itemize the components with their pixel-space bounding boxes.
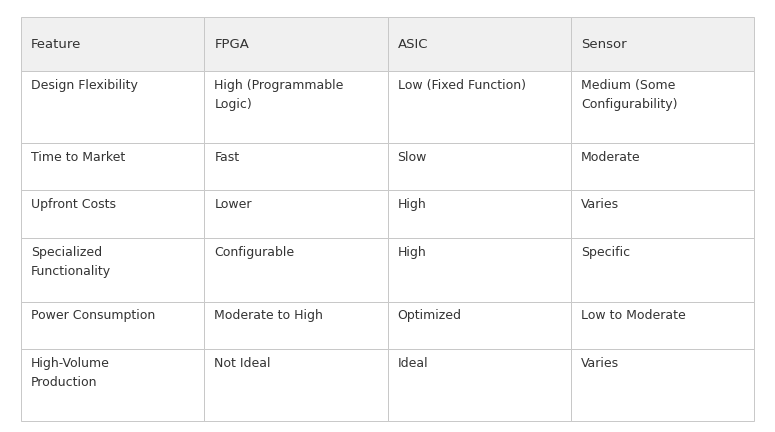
Text: High: High — [398, 198, 426, 211]
Text: Fast: Fast — [214, 151, 239, 164]
Text: Time to Market: Time to Market — [31, 151, 126, 164]
Text: High: High — [398, 245, 426, 259]
Text: Moderate to High: Moderate to High — [214, 309, 323, 322]
Text: Feature: Feature — [31, 38, 81, 51]
Bar — [21, 17, 205, 71]
Bar — [570, 238, 754, 302]
Text: Lower: Lower — [214, 198, 252, 211]
Bar — [388, 17, 570, 71]
Bar — [570, 71, 754, 143]
Text: Varies: Varies — [581, 357, 619, 370]
Bar — [570, 143, 754, 191]
Bar — [388, 71, 570, 143]
Text: Medium (Some
Configurability): Medium (Some Configurability) — [581, 79, 677, 111]
Text: Low (Fixed Function): Low (Fixed Function) — [398, 79, 525, 92]
Text: Varies: Varies — [581, 198, 619, 211]
Bar — [388, 238, 570, 302]
Bar — [21, 238, 205, 302]
Bar — [205, 143, 388, 191]
Bar — [388, 191, 570, 238]
Text: Slow: Slow — [398, 151, 427, 164]
Text: Configurable: Configurable — [214, 245, 294, 259]
Bar — [21, 349, 205, 421]
Text: FPGA: FPGA — [214, 38, 250, 51]
Bar — [570, 17, 754, 71]
Text: High (Programmable
Logic): High (Programmable Logic) — [214, 79, 343, 111]
Text: Specific: Specific — [581, 245, 630, 259]
Text: Ideal: Ideal — [398, 357, 429, 370]
Bar — [388, 143, 570, 191]
Bar — [205, 71, 388, 143]
Text: Optimized: Optimized — [398, 309, 462, 322]
Text: Low to Moderate: Low to Moderate — [581, 309, 686, 322]
Text: ASIC: ASIC — [398, 38, 428, 51]
Text: Specialized
Functionality: Specialized Functionality — [31, 245, 111, 278]
Bar — [205, 17, 388, 71]
Text: High-Volume
Production: High-Volume Production — [31, 357, 110, 389]
Text: Sensor: Sensor — [581, 38, 626, 51]
Bar — [21, 143, 205, 191]
Bar — [570, 302, 754, 349]
Text: Moderate: Moderate — [581, 151, 640, 164]
Bar — [570, 349, 754, 421]
Bar — [21, 302, 205, 349]
Bar — [205, 349, 388, 421]
Bar — [21, 191, 205, 238]
Bar — [205, 238, 388, 302]
Bar — [570, 191, 754, 238]
Text: Design Flexibility: Design Flexibility — [31, 79, 138, 92]
Text: Not Ideal: Not Ideal — [214, 357, 270, 370]
Bar — [21, 71, 205, 143]
Text: Upfront Costs: Upfront Costs — [31, 198, 116, 211]
Bar — [205, 191, 388, 238]
Bar — [388, 349, 570, 421]
Bar — [388, 302, 570, 349]
Bar — [205, 302, 388, 349]
Text: Power Consumption: Power Consumption — [31, 309, 155, 322]
